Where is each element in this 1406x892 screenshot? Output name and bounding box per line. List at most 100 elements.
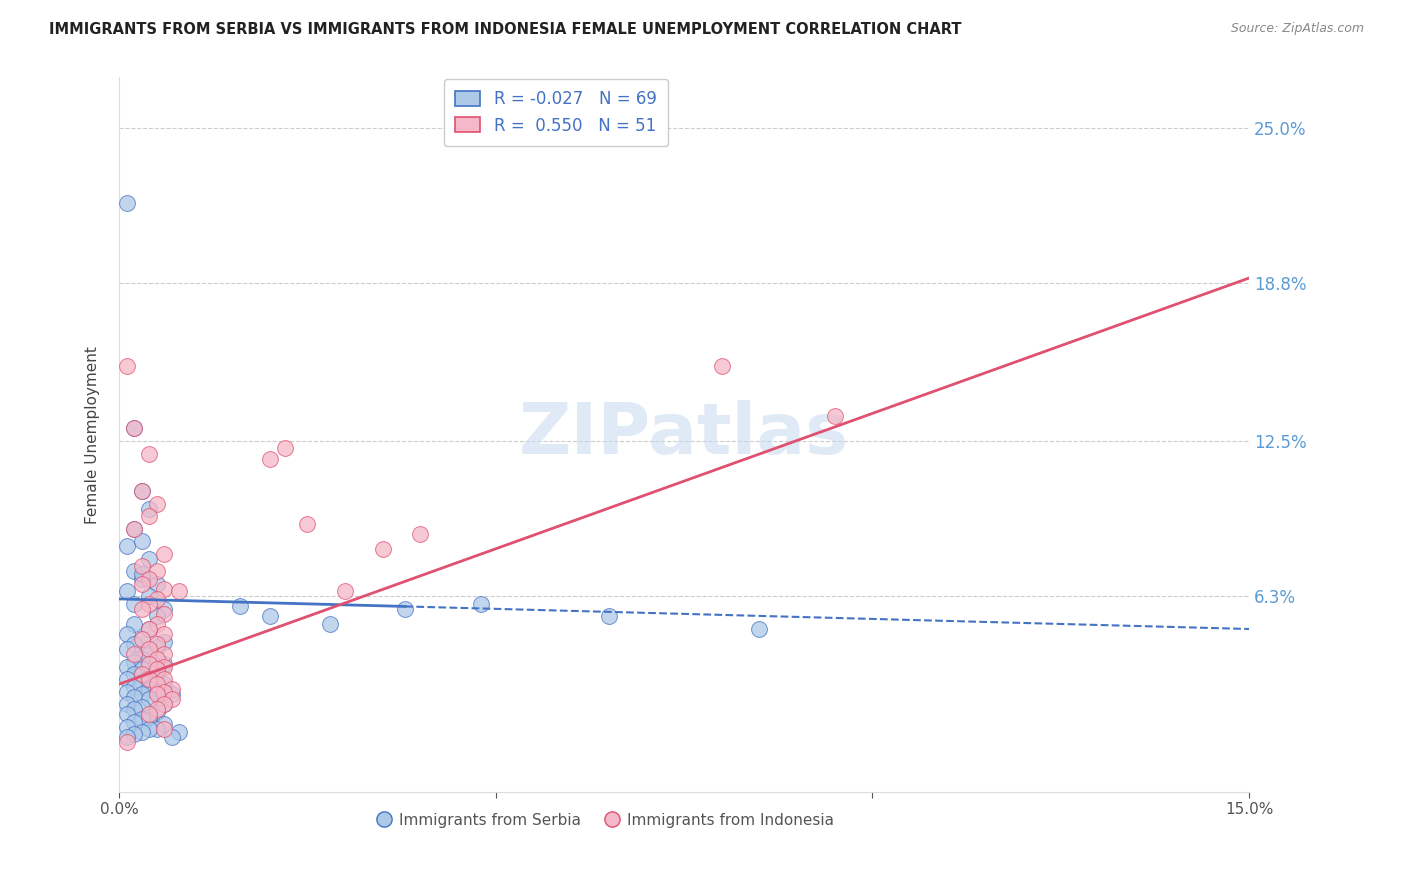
Point xyxy=(131,572,153,586)
Point xyxy=(131,632,153,646)
Point xyxy=(131,566,153,581)
Point xyxy=(138,622,160,636)
Point xyxy=(138,551,160,566)
Point xyxy=(138,670,160,684)
Point xyxy=(145,609,167,624)
Point xyxy=(160,730,183,744)
Point xyxy=(122,702,145,716)
Point xyxy=(131,699,153,714)
Point xyxy=(145,652,167,666)
Point xyxy=(138,672,160,686)
Point xyxy=(138,572,160,586)
Point xyxy=(333,584,356,599)
Point xyxy=(409,526,432,541)
Point xyxy=(145,684,167,698)
Point xyxy=(160,687,183,701)
Point xyxy=(138,501,160,516)
Y-axis label: Female Unemployment: Female Unemployment xyxy=(86,346,100,524)
Point xyxy=(153,723,176,737)
Point xyxy=(122,667,145,681)
Point xyxy=(145,687,167,701)
Point xyxy=(160,682,183,697)
Point xyxy=(131,559,153,574)
Text: ZIPatlas: ZIPatlas xyxy=(519,401,849,469)
Point xyxy=(138,723,160,737)
Point xyxy=(145,577,167,591)
Point xyxy=(145,662,167,676)
Point xyxy=(169,584,191,599)
Point xyxy=(145,723,167,737)
Point xyxy=(131,662,153,676)
Point xyxy=(122,617,145,632)
Point xyxy=(145,497,167,511)
Point xyxy=(115,539,138,553)
Point xyxy=(131,534,153,549)
Point xyxy=(319,617,342,632)
Point xyxy=(131,577,153,591)
Point xyxy=(145,617,167,632)
Point xyxy=(153,697,176,711)
Point xyxy=(470,597,492,611)
Point xyxy=(169,724,191,739)
Point xyxy=(131,724,153,739)
Point xyxy=(145,702,167,716)
Point xyxy=(122,647,145,661)
Point xyxy=(138,622,160,636)
Point xyxy=(122,565,145,579)
Point xyxy=(153,659,176,673)
Point xyxy=(153,672,176,686)
Point xyxy=(122,714,145,729)
Point xyxy=(153,602,176,616)
Point xyxy=(131,602,153,616)
Point xyxy=(145,677,167,691)
Point xyxy=(153,657,176,672)
Point xyxy=(131,667,153,681)
Point xyxy=(153,697,176,711)
Point xyxy=(138,647,160,661)
Point xyxy=(115,659,138,673)
Point xyxy=(145,665,167,679)
Point xyxy=(710,359,733,373)
Point xyxy=(115,707,138,722)
Point xyxy=(122,690,145,704)
Point xyxy=(131,484,153,499)
Point xyxy=(122,597,145,611)
Point xyxy=(122,727,145,741)
Point xyxy=(138,657,160,672)
Point xyxy=(115,720,138,734)
Point xyxy=(153,582,176,596)
Point xyxy=(115,730,138,744)
Point xyxy=(115,735,138,749)
Point xyxy=(160,692,183,706)
Point xyxy=(122,421,145,435)
Point xyxy=(115,195,138,210)
Point xyxy=(153,547,176,561)
Point xyxy=(145,705,167,719)
Point xyxy=(115,584,138,599)
Point xyxy=(122,522,145,536)
Point xyxy=(138,707,160,722)
Point xyxy=(748,622,770,636)
Point xyxy=(259,609,281,624)
Point xyxy=(131,632,153,646)
Point xyxy=(371,541,394,556)
Point xyxy=(598,609,620,624)
Point xyxy=(138,509,160,524)
Point xyxy=(394,602,416,616)
Point xyxy=(145,637,167,651)
Point xyxy=(122,680,145,694)
Point xyxy=(228,599,250,614)
Point xyxy=(138,682,160,697)
Text: Source: ZipAtlas.com: Source: ZipAtlas.com xyxy=(1230,22,1364,36)
Point xyxy=(145,640,167,654)
Point xyxy=(115,642,138,657)
Point xyxy=(115,684,138,698)
Point xyxy=(122,421,145,435)
Point xyxy=(145,591,167,606)
Point xyxy=(122,637,145,651)
Point xyxy=(138,710,160,724)
Point xyxy=(138,446,160,460)
Point xyxy=(153,647,176,661)
Point xyxy=(138,590,160,604)
Point xyxy=(297,516,319,531)
